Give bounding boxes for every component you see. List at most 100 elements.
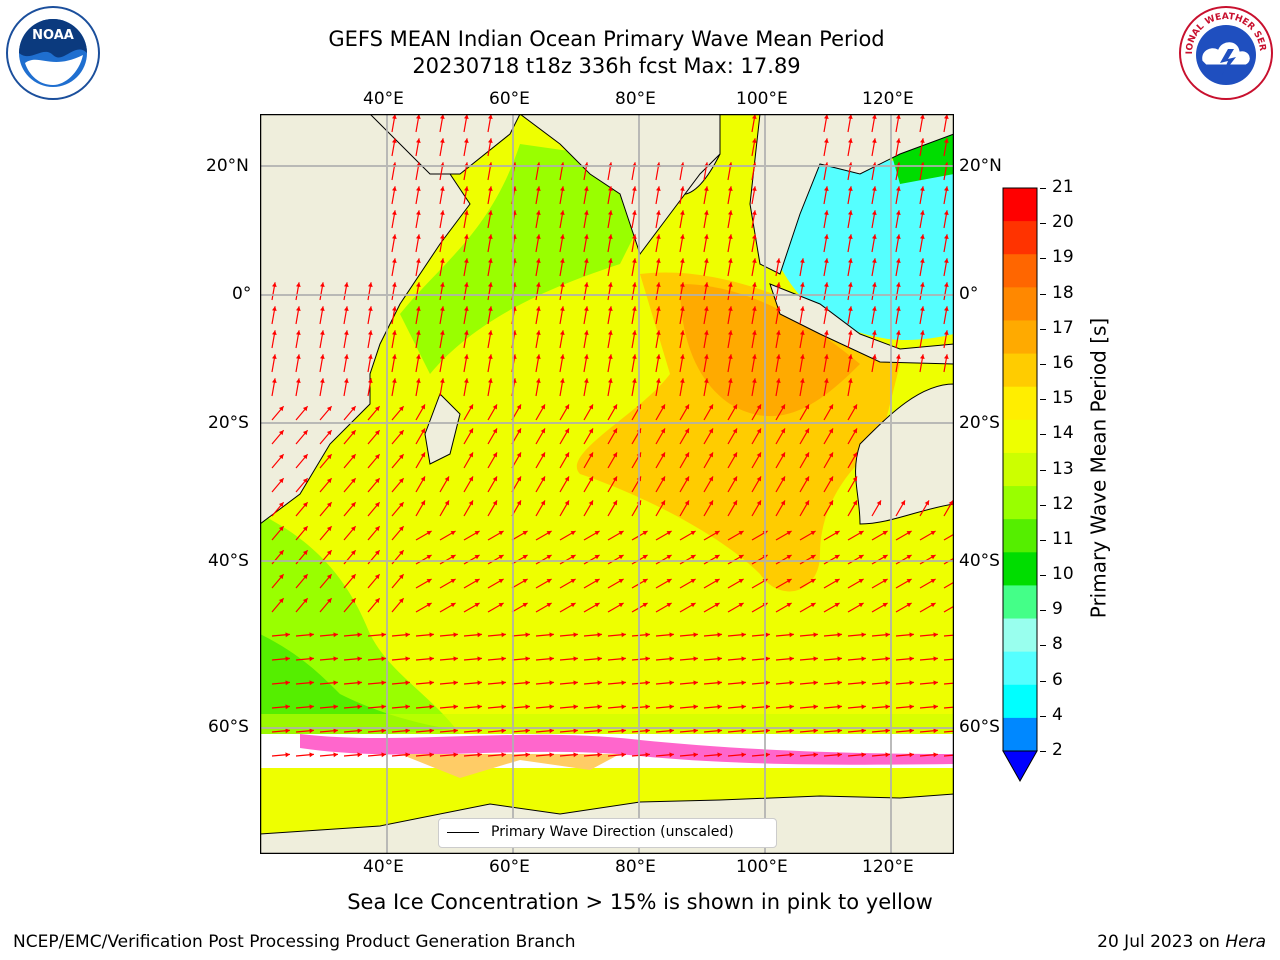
- wave-direction-arrowhead: [786, 531, 792, 536]
- wave-direction-arrowhead: [789, 704, 794, 710]
- wave-direction-arrowhead: [296, 378, 301, 383]
- wave-direction-arrowhead: [728, 258, 733, 263]
- wave-direction-arrowhead: [477, 752, 482, 758]
- wave-direction-arrowhead: [693, 680, 698, 686]
- wave-direction-arrowhead: [474, 579, 480, 584]
- wave-direction-arrowhead: [522, 579, 528, 584]
- wave-direction-arrowhead: [488, 186, 493, 191]
- wave-direction-arrowhead: [468, 428, 473, 434]
- wave-direction-arrowhead: [632, 210, 637, 215]
- wave-direction-arrowhead: [944, 114, 949, 119]
- wave-direction-arrowhead: [426, 555, 432, 560]
- wave-direction-arrowhead: [357, 680, 362, 686]
- wave-direction-arrowhead: [828, 404, 833, 410]
- wave-direction-arrowhead: [933, 632, 938, 638]
- colorbar-swatch: [1003, 320, 1037, 355]
- colorbar-tick-mark: [1040, 680, 1046, 682]
- wave-direction-arrowhead: [920, 210, 925, 215]
- wave-direction-arrowhead: [302, 502, 308, 508]
- wave-direction-arrowhead: [621, 656, 626, 662]
- wave-direction-arrowhead: [738, 531, 744, 536]
- wave-direction-arrowhead: [285, 704, 290, 710]
- wave-direction-arrowhead: [488, 282, 493, 287]
- wave-direction-arrowhead: [573, 632, 578, 638]
- wave-direction-arrowhead: [714, 531, 720, 536]
- wave-direction-arrowhead: [642, 555, 648, 560]
- wave-direction-arrowhead: [326, 550, 332, 556]
- wave-direction-arrowhead: [416, 234, 421, 239]
- wave-direction-arrowhead: [800, 330, 805, 335]
- wave-direction-arrowhead: [656, 282, 661, 287]
- wave-direction-arrowhead: [858, 579, 864, 584]
- wave-direction-arrowhead: [492, 452, 497, 458]
- wave-direction-arrowhead: [501, 632, 506, 638]
- lat-tick-left-60s: 60°S: [208, 717, 249, 737]
- wave-direction-arrowhead: [488, 306, 493, 311]
- colorbar-tick-label: 9: [1052, 599, 1063, 620]
- wave-direction-arrowhead: [344, 306, 349, 311]
- wave-direction-arrowhead: [906, 555, 912, 560]
- wave-direction-arrowhead: [837, 680, 842, 686]
- wave-direction-arrowhead: [656, 234, 661, 239]
- wave-direction-arrowhead: [570, 603, 576, 608]
- wave-direction-arrowhead: [444, 500, 449, 506]
- wave-direction-arrowhead: [429, 680, 434, 686]
- wave-direction-arrowhead: [350, 574, 356, 580]
- wave-direction-arrowhead: [405, 656, 410, 662]
- wave-direction-arrowhead: [828, 428, 833, 434]
- wave-direction-arrowhead: [717, 656, 722, 662]
- colorbar-tick-label: 12: [1052, 493, 1074, 514]
- wave-direction-arrowhead: [789, 656, 794, 662]
- wave-direction-arrowhead: [882, 579, 888, 584]
- wave-direction-arrowhead: [440, 354, 445, 359]
- wave-direction-arrowhead: [440, 234, 445, 239]
- wave-direction-arrowhead: [920, 234, 925, 239]
- wave-direction-arrowhead: [320, 354, 325, 359]
- colorbar-tick-label: 21: [1052, 177, 1074, 197]
- wave-direction-arrowhead: [536, 354, 541, 359]
- wave-direction-arrowhead: [525, 680, 530, 686]
- wave-direction-arrowhead: [468, 500, 473, 506]
- wave-direction-arrowhead: [597, 704, 602, 710]
- lat-tick-right-0: 0°: [959, 284, 979, 304]
- wave-direction-arrowhead: [392, 354, 397, 359]
- wave-direction-arrowhead: [872, 114, 877, 119]
- wave-direction-arrowhead: [789, 752, 794, 758]
- wave-direction-arrowhead: [584, 378, 589, 383]
- wave-direction-arrowhead: [278, 406, 284, 412]
- wave-direction-arrowhead: [597, 680, 602, 686]
- colorbar-swatch: [1003, 254, 1037, 288]
- wave-direction-arrowhead: [704, 186, 709, 191]
- wave-direction-arrowhead: [405, 680, 410, 686]
- wave-direction-arrowhead: [765, 752, 770, 758]
- wave-direction-arrowhead: [285, 680, 290, 686]
- wave-direction-arrowhead: [597, 656, 602, 662]
- wave-direction-arrowhead: [848, 354, 853, 359]
- wave-direction-arrowhead: [573, 752, 578, 758]
- colorbar-tick-label: 19: [1052, 247, 1074, 268]
- footer-host: Hera: [1225, 932, 1266, 952]
- wave-direction-arrowhead: [429, 632, 434, 638]
- wave-direction-arrowhead: [732, 428, 737, 434]
- wave-direction-arrowhead: [800, 378, 805, 383]
- wave-direction-arrowhead: [398, 550, 404, 556]
- wave-direction-arrowhead: [752, 306, 757, 311]
- lat-tick-left-20n: 20°N: [206, 156, 249, 176]
- wave-direction-arrowhead: [398, 574, 404, 580]
- wave-direction-arrowhead: [666, 603, 672, 608]
- wave-direction-arrowhead: [350, 526, 356, 532]
- wave-direction-arrowhead: [453, 728, 458, 734]
- footer-date: 20 Jul 2023 on Hera: [1097, 932, 1266, 952]
- wave-direction-arrowhead: [608, 282, 613, 287]
- sea-ice-pink: [300, 734, 954, 765]
- wave-direction-arrowhead: [464, 186, 469, 191]
- wave-direction-arrowhead: [326, 406, 332, 412]
- wave-direction-arrowhead: [468, 476, 473, 482]
- wave-direction-arrowhead: [618, 531, 624, 536]
- wave-direction-arrowhead: [669, 632, 674, 638]
- colorbar-swatch: [1003, 684, 1037, 719]
- colorbar-tick-mark: [1040, 469, 1046, 471]
- wave-direction-arrowhead: [374, 478, 380, 484]
- colorbar-tick-label: 17: [1052, 317, 1074, 338]
- wave-direction-arrowhead: [285, 728, 290, 734]
